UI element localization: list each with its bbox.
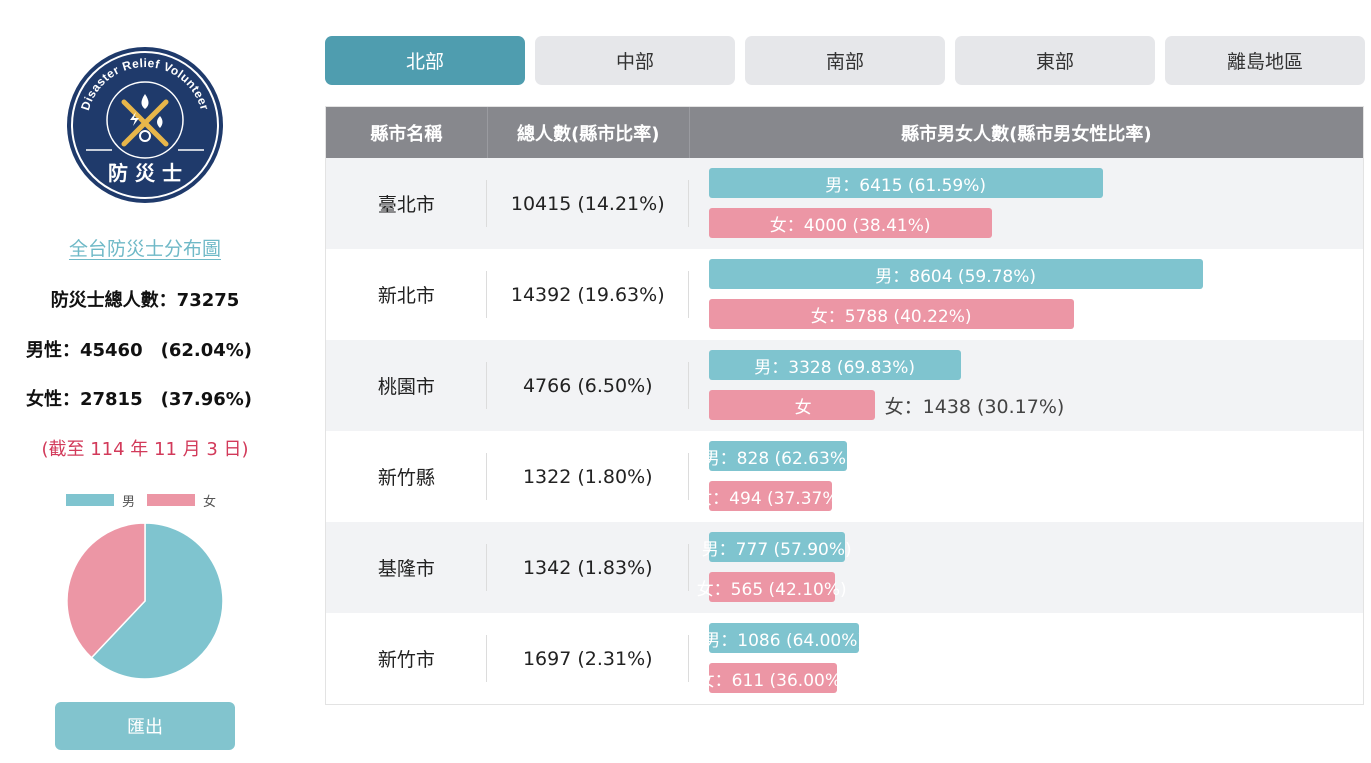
city-name: 臺北市 bbox=[326, 158, 487, 249]
legend-male-label: 男 bbox=[122, 494, 136, 510]
female-bar[interactable]: 女：611 (36.00%) bbox=[698, 663, 848, 693]
table-header: 縣市名稱 總人數(縣市比率) 縣市男女人數(縣市男女性比率) bbox=[326, 107, 1363, 158]
logo-center-text: 防 災 士 bbox=[108, 161, 182, 185]
city-name: 新竹縣 bbox=[326, 431, 487, 522]
as-of-date: (截至 114 年 11 月 3 日) bbox=[41, 439, 249, 460]
city-total: 1697 (2.31%) bbox=[487, 613, 689, 704]
tab-4[interactable]: 離島地區 bbox=[1165, 36, 1365, 85]
gender-bars: 男：8604 (59.78%) 女：5788 (40.22%) bbox=[689, 249, 1363, 340]
male-bar[interactable]: 男：6415 (61.59%) bbox=[708, 168, 1103, 198]
table-row: 新竹縣 1322 (1.80%) 男：828 (62.63%) 女：494 (37.3… bbox=[326, 431, 1363, 522]
legend-female-swatch bbox=[147, 494, 196, 506]
legend-female[interactable]: 女 bbox=[147, 491, 216, 510]
distribution-map-link[interactable]: 全台防災士分布圖 bbox=[68, 238, 221, 260]
table-row: 基隆市 1342 (1.83%) 男：777 (57.90%) 女：565 (42.1… bbox=[326, 522, 1363, 613]
male-bar[interactable]: 男：828 (62.63%) bbox=[703, 441, 853, 471]
table-row: 臺北市 10415 (14.21%) 男：6415 (61.59%) 女：4000 (… bbox=[326, 158, 1363, 249]
sidebar: Disaster Relief Volunteer 防 災 士 全台防災士分布圖… bbox=[0, 0, 290, 763]
table-row: 新竹市 1697 (2.31%) 男：1086 (64.00%) 女：611 (36.… bbox=[326, 613, 1363, 704]
table-row: 新北市 14392 (19.63%) 男：8604 (59.78%) 女：5788 (… bbox=[326, 249, 1363, 340]
legend-female-label: 女 bbox=[203, 494, 217, 510]
city-name: 桃園市 bbox=[326, 340, 487, 431]
male-bar[interactable]: 男：3328 (69.83%) bbox=[708, 350, 961, 380]
pie-slice-female[interactable] bbox=[66, 522, 146, 659]
city-total: 14392 (19.63%) bbox=[487, 249, 689, 340]
legend-male-swatch bbox=[66, 494, 114, 506]
male-bar[interactable]: 男：1086 (64.00%) bbox=[703, 623, 864, 653]
city-table: 縣市名稱 總人數(縣市比率) 縣市男女人數(縣市男女性比率) 臺北市 10415 … bbox=[325, 106, 1364, 705]
gender-pie-chart bbox=[66, 522, 224, 680]
legend-male[interactable]: 男 bbox=[66, 491, 135, 510]
female-bar[interactable]: 女：565 (42.10%) bbox=[697, 572, 847, 602]
city-name: 新竹市 bbox=[326, 613, 487, 704]
city-name: 基隆市 bbox=[326, 522, 487, 613]
pie-legend: 男 女 bbox=[66, 490, 228, 510]
female-bar[interactable]: 女 bbox=[708, 390, 875, 420]
tab-0[interactable]: 北部 bbox=[325, 36, 525, 85]
gender-bars: 男：6415 (61.59%) 女：4000 (38.41%) bbox=[689, 158, 1363, 249]
tab-2[interactable]: 南部 bbox=[745, 36, 945, 85]
city-total: 1342 (1.83%) bbox=[487, 522, 689, 613]
pie-slice-male[interactable] bbox=[90, 522, 224, 680]
header-total: 總人數(縣市比率) bbox=[486, 107, 689, 158]
total-volunteers: 防災士總人數：73275 bbox=[50, 290, 240, 311]
header-city: 縣市名稱 bbox=[370, 123, 443, 145]
female-volunteers: 女性：27815 (37.96%) bbox=[25, 389, 253, 410]
gender-bars: 男：828 (62.63%) 女：494 (37.37%) bbox=[689, 431, 1363, 522]
export-button[interactable]: 匯出 bbox=[55, 702, 235, 750]
male-volunteers: 男性：45460 (62.04%) bbox=[25, 340, 253, 361]
female-bar[interactable]: 女：5788 (40.22%) bbox=[708, 299, 1074, 329]
city-name: 新北市 bbox=[326, 249, 487, 340]
city-total: 1322 (1.80%) bbox=[487, 431, 689, 522]
tab-3[interactable]: 東部 bbox=[955, 36, 1155, 85]
tab-1[interactable]: 中部 bbox=[535, 36, 735, 85]
city-total: 10415 (14.21%) bbox=[487, 158, 689, 249]
gender-bars: 男：3328 (69.83%) 女女：1438 (30.17%) bbox=[689, 340, 1363, 431]
header-gender: 縣市男女人數(縣市男女性比率) bbox=[688, 107, 1363, 158]
table-body: 臺北市 10415 (14.21%) 男：6415 (61.59%) 女：4000 (… bbox=[326, 158, 1363, 704]
female-outside-label: 女：1438 (30.17%) bbox=[884, 395, 1065, 418]
table-row: 桃園市 4766 (6.50%) 男：3328 (69.83%) 女女：1438 (3… bbox=[326, 340, 1363, 431]
male-bar[interactable]: 男：8604 (59.78%) bbox=[708, 259, 1203, 289]
gender-bars: 男：777 (57.90%) 女：565 (42.10%) bbox=[689, 522, 1363, 613]
city-total: 4766 (6.50%) bbox=[487, 340, 689, 431]
female-bar[interactable]: 女：494 (37.37%) bbox=[695, 481, 845, 511]
disaster-relief-volunteer-logo: Disaster Relief Volunteer 防 災 士 bbox=[67, 47, 223, 203]
gender-bars: 男：1086 (64.00%) 女：611 (36.00%) bbox=[689, 613, 1363, 704]
region-tabs: 北部 中部 南部 東部 離島地區 bbox=[325, 36, 1365, 85]
female-bar[interactable]: 女：4000 (38.41%) bbox=[708, 208, 992, 238]
male-bar[interactable]: 男：777 (57.90%) bbox=[702, 532, 852, 562]
